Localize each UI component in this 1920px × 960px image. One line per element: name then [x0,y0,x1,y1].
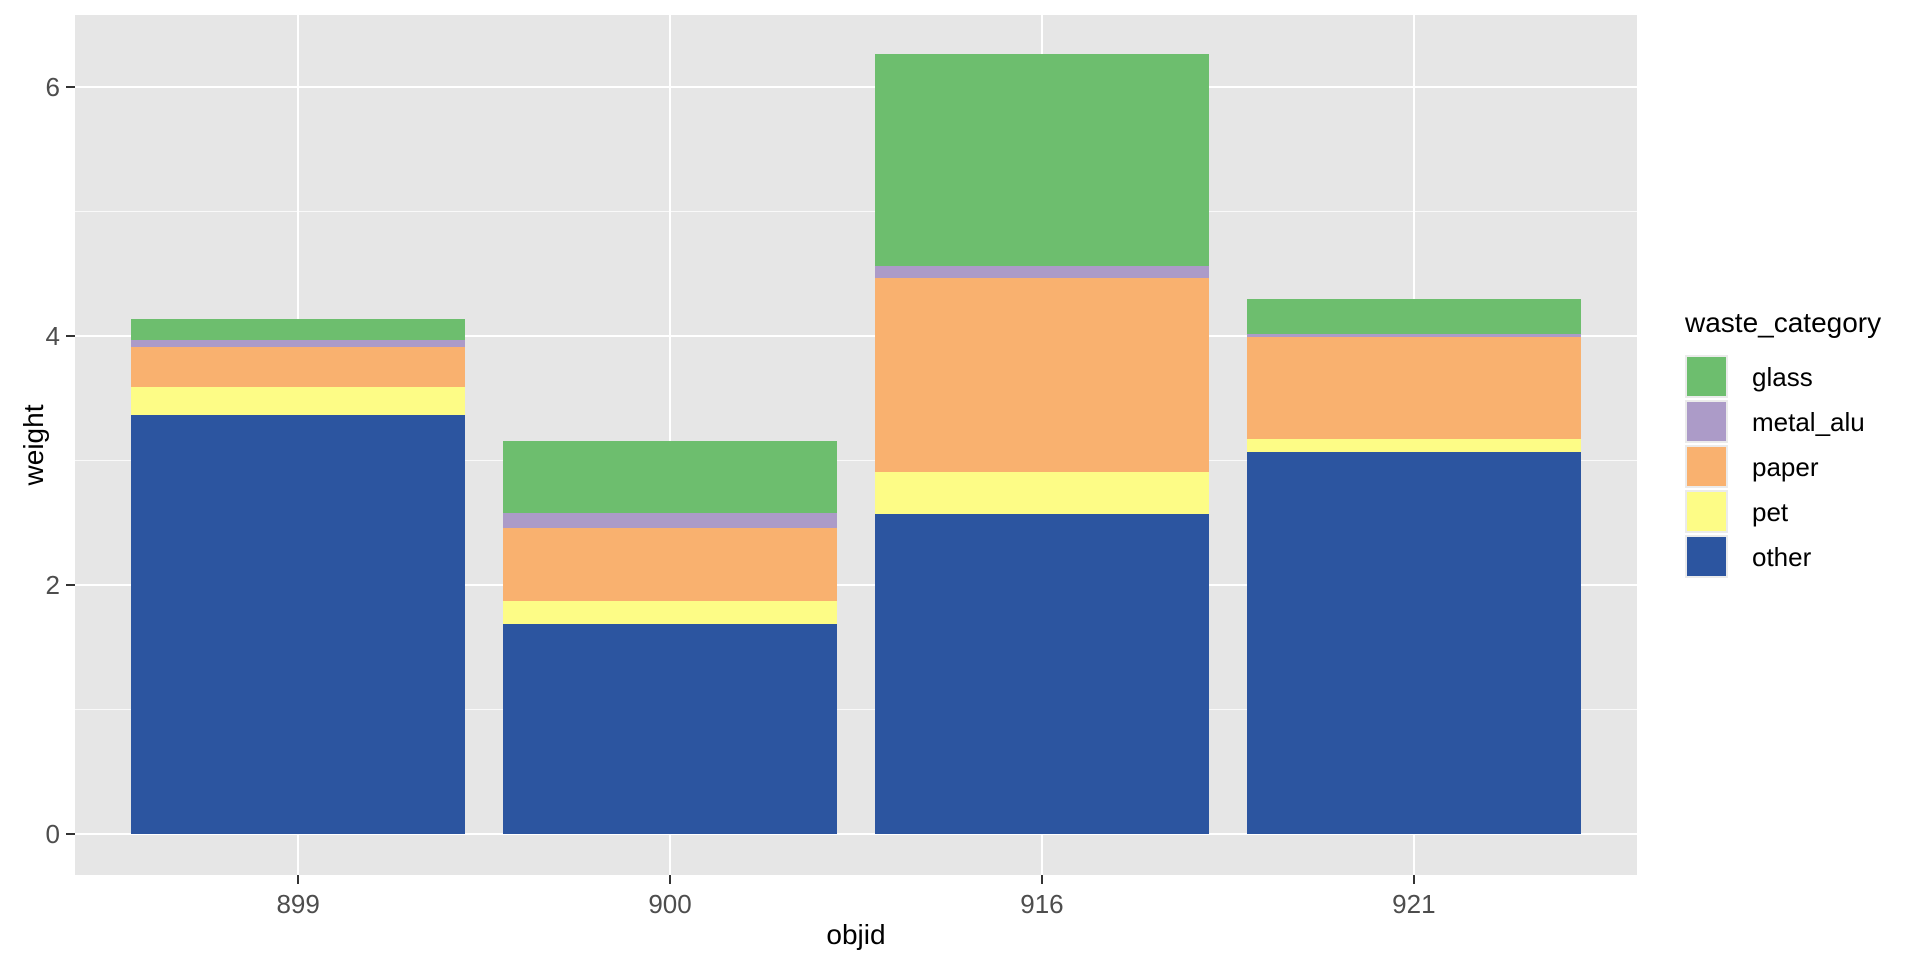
bar-921-segment-metal_alu [1246,333,1582,338]
legend-label-other: other [1752,541,1812,572]
bar-900-segment-other [502,623,838,834]
x-tick-mark-899 [296,875,300,884]
y-tick-mark-0 [66,832,75,836]
legend-swatch-other [1687,537,1726,576]
bar-899-segment-paper [130,347,466,388]
legend-swatch-pet [1687,492,1726,531]
y-tick-mark-6 [66,85,75,89]
bar-921-segment-pet [1246,439,1582,452]
x-tick-label-900: 900 [648,889,692,919]
gridline-major-y-4 [75,334,1637,338]
legend-key-paper [1685,445,1728,488]
legend-item-metal_alu: metal_alu [1685,399,1920,444]
legend-item-pet: pet [1685,489,1920,534]
legend-label-metal_alu: metal_alu [1752,406,1865,437]
x-tick-label-916: 916 [1020,889,1064,919]
bar-899-segment-glass [130,318,466,340]
x-tick-mark-921 [1412,875,1416,884]
bar-916-segment-glass [874,53,1210,267]
y-tick-label-2: 2 [45,570,60,600]
y-tick-label-4: 4 [45,321,60,352]
gridline-major-y-6 [75,85,1637,89]
legend-key-pet [1685,490,1728,533]
y-tick-mark-2 [66,583,75,587]
gridline-major-y-0 [75,832,1637,836]
bar-899-segment-pet [130,387,466,415]
bar-921-segment-paper [1246,337,1582,440]
bar-900-segment-paper [502,527,838,602]
legend-swatch-glass [1687,357,1726,396]
legend-key-metal_alu [1685,400,1728,443]
bar-900-segment-metal_alu [502,512,838,528]
bar-916-segment-metal_alu [874,266,1210,278]
bar-916-segment-paper [874,277,1210,472]
bar-899-segment-metal_alu [130,339,466,348]
legend-label-glass: glass [1752,361,1813,392]
bar-921-segment-other [1246,451,1582,834]
bar-899-segment-other [130,414,466,834]
legend-item-glass: glass [1685,354,1920,399]
legend-item-other: other [1685,534,1920,579]
legend-swatch-metal_alu [1687,402,1726,441]
legend-label-pet: pet [1752,496,1789,527]
gridline-minor-y-3 [75,459,1637,462]
y-axis-title: weight [18,404,49,486]
gridline-minor-y-5 [75,210,1637,213]
y-tick-mark-4 [66,334,75,338]
legend-swatch-paper [1687,447,1726,486]
gridline-minor-y-1 [75,708,1637,711]
x-tick-mark-916 [1040,875,1044,884]
y-tick-label-0: 0 [45,818,60,849]
legend-item-paper: paper [1685,444,1920,489]
x-tick-label-899: 899 [276,889,320,919]
bar-916-segment-other [874,514,1210,834]
x-tick-mark-900 [668,875,672,884]
legend-title: waste_category [1685,307,1882,338]
x-tick-label-921: 921 [1392,889,1436,919]
bar-921-segment-glass [1246,298,1582,334]
x-axis-title: objid [826,919,886,950]
bar-916-segment-pet [874,471,1210,515]
plot-panel [75,15,1637,875]
bar-900-segment-glass [502,440,838,513]
legend-label-paper: paper [1752,451,1819,482]
bar-900-segment-pet [502,601,838,624]
y-tick-label-6: 6 [45,72,60,103]
gridline-major-y-2 [75,583,1637,587]
legend-key-glass [1685,355,1728,398]
legend-key-other [1685,535,1728,578]
